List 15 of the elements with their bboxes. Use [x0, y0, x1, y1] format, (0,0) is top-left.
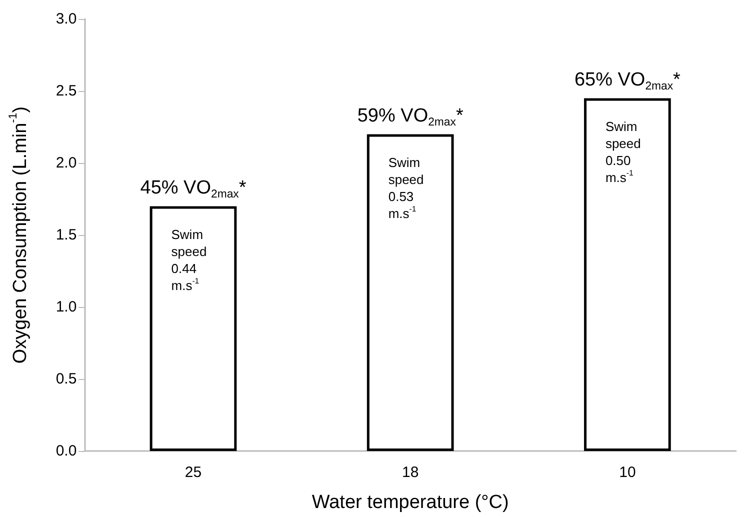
y-tick-label: 3.0: [56, 10, 77, 28]
y-tick-label: 1.5: [56, 226, 77, 244]
x-tick-label: 25: [184, 464, 202, 481]
bar: [584, 98, 671, 451]
x-tick-label: 18: [402, 464, 419, 481]
x-tick-label: 10: [619, 464, 636, 481]
y-tick-label: 2.0: [56, 154, 77, 172]
y-tick-label: 1.0: [56, 298, 77, 316]
bar: [150, 206, 237, 451]
y-tick-label: 2.5: [56, 82, 77, 100]
y-axis-title: Oxygen Consumption (L.min-1): [8, 106, 31, 364]
bar: [366, 134, 454, 451]
y-tick-label: 0.5: [56, 370, 77, 388]
y-tick-label: 0.0: [56, 442, 77, 460]
x-axis-title: Water temperature (°C): [312, 492, 509, 513]
